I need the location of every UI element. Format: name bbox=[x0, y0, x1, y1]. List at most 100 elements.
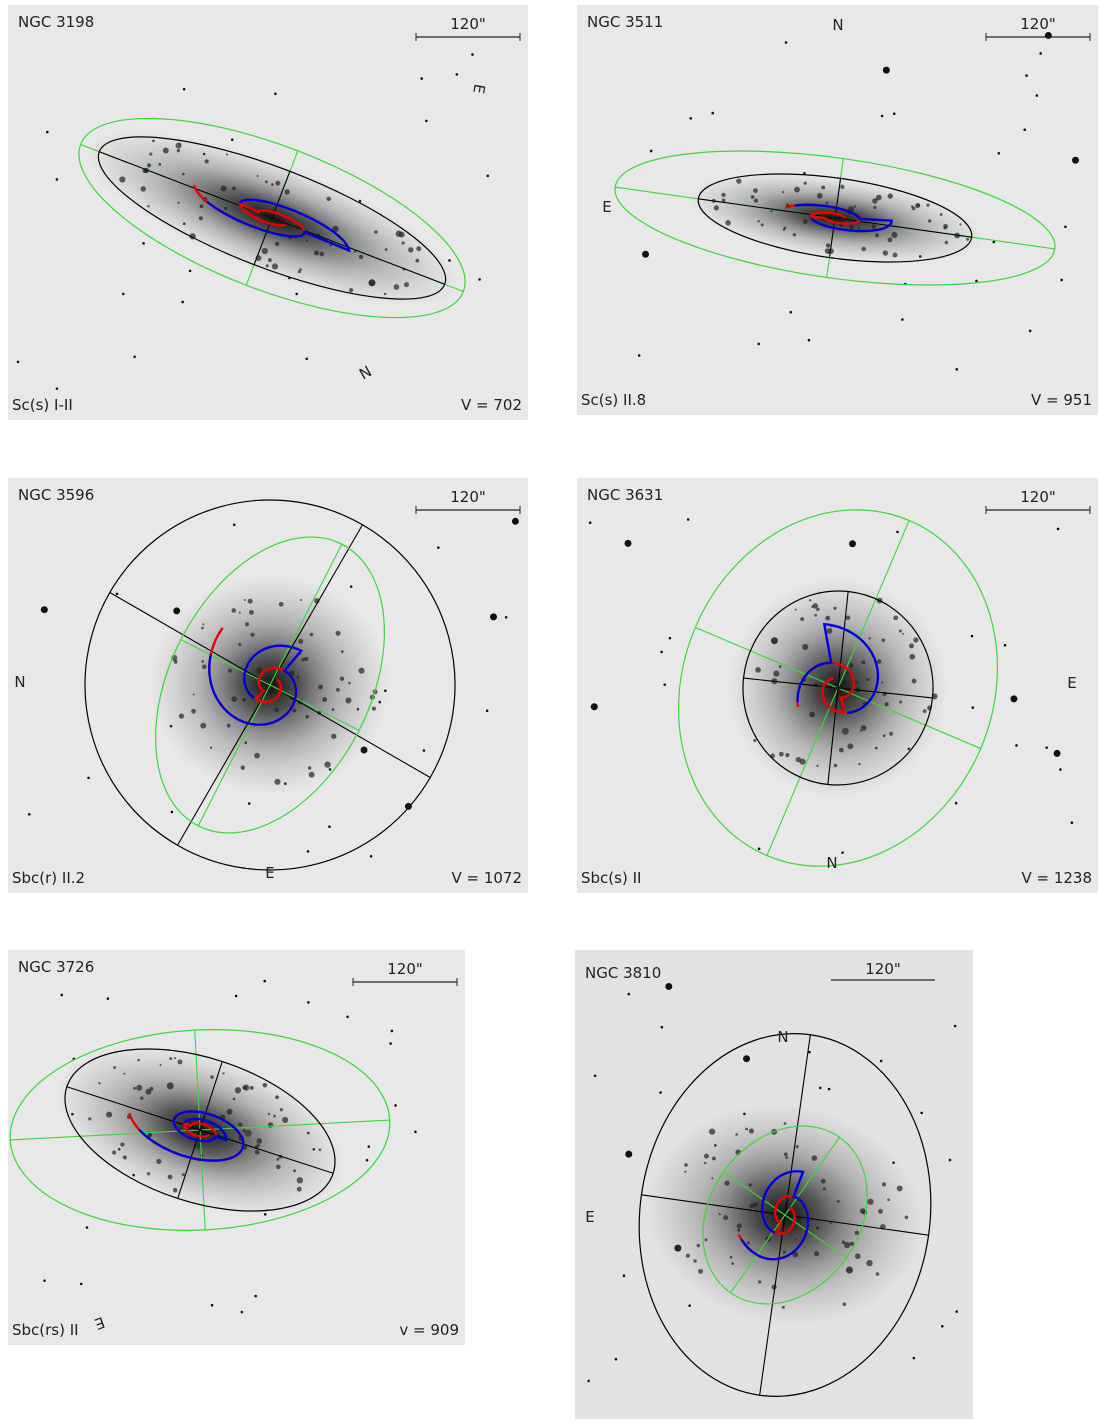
morphological-type: Sc(s) II.8 bbox=[581, 391, 646, 409]
hii-region bbox=[331, 734, 336, 739]
hii-region bbox=[147, 205, 150, 208]
hii-region bbox=[285, 189, 290, 194]
hii-region bbox=[202, 664, 207, 669]
hii-region bbox=[173, 1188, 178, 1193]
hii-region bbox=[704, 1162, 706, 1164]
hii-region bbox=[783, 228, 786, 231]
star bbox=[420, 77, 423, 80]
hii-region bbox=[228, 669, 232, 673]
hii-region bbox=[415, 259, 419, 263]
hii-region bbox=[866, 678, 869, 681]
star bbox=[414, 1130, 417, 1133]
hii-region bbox=[191, 709, 196, 714]
hii-region bbox=[899, 701, 902, 704]
hii-region bbox=[867, 1199, 873, 1205]
hii-region bbox=[686, 1254, 690, 1258]
star bbox=[142, 242, 145, 245]
hii-region bbox=[887, 238, 892, 243]
hii-region bbox=[882, 1182, 886, 1186]
hii-region bbox=[795, 609, 797, 611]
star bbox=[46, 131, 49, 134]
hii-region bbox=[169, 1057, 172, 1060]
star bbox=[998, 152, 1001, 155]
star bbox=[881, 115, 884, 118]
hii-region bbox=[120, 1142, 124, 1146]
compass-label: N bbox=[832, 16, 843, 34]
star bbox=[1045, 32, 1052, 39]
hii-region bbox=[147, 1172, 150, 1175]
star bbox=[43, 1279, 46, 1282]
star bbox=[233, 523, 236, 526]
star bbox=[56, 387, 59, 390]
hii-region bbox=[106, 1112, 112, 1118]
hii-region bbox=[238, 643, 241, 646]
hii-region bbox=[897, 1185, 903, 1191]
star bbox=[56, 178, 59, 181]
hii-region bbox=[782, 191, 784, 193]
star bbox=[955, 368, 958, 371]
hii-region bbox=[318, 685, 323, 690]
star bbox=[211, 1304, 214, 1307]
hii-region bbox=[812, 603, 818, 609]
hii-region bbox=[891, 232, 897, 238]
hii-region bbox=[783, 1251, 786, 1254]
hii-region bbox=[745, 1128, 748, 1131]
hii-region bbox=[753, 188, 758, 193]
galaxy-panel: NGC 3631120"Sbc(s) IIV = 1238EN bbox=[577, 460, 1098, 916]
hii-region bbox=[755, 667, 761, 673]
star bbox=[972, 706, 975, 709]
star bbox=[346, 1016, 349, 1019]
hii-region bbox=[349, 288, 353, 292]
hii-region bbox=[345, 697, 351, 703]
velocity: V = 951 bbox=[1031, 391, 1092, 409]
hii-region bbox=[268, 258, 272, 262]
hii-region bbox=[761, 223, 764, 226]
star bbox=[893, 112, 896, 115]
hii-region bbox=[814, 614, 817, 617]
hii-region bbox=[149, 152, 152, 155]
star bbox=[901, 318, 904, 321]
star bbox=[659, 1091, 662, 1094]
hii-region bbox=[913, 637, 918, 642]
hii-region bbox=[336, 631, 341, 636]
star bbox=[789, 311, 792, 314]
galaxy-panel: NGC 3810120"NE bbox=[575, 950, 973, 1419]
hii-region bbox=[98, 1082, 100, 1084]
hii-region bbox=[770, 210, 772, 212]
hii-region bbox=[876, 195, 882, 201]
velocity: V = 1238 bbox=[1021, 869, 1092, 887]
hii-region bbox=[817, 193, 823, 199]
star bbox=[660, 651, 663, 654]
velocity: V = 1072 bbox=[451, 869, 522, 887]
star bbox=[423, 749, 426, 752]
star bbox=[808, 1051, 811, 1054]
star bbox=[512, 518, 519, 525]
hii-region bbox=[272, 263, 278, 269]
hii-region bbox=[809, 712, 815, 718]
star bbox=[366, 1159, 369, 1162]
star bbox=[41, 606, 48, 613]
star bbox=[231, 138, 234, 141]
hii-region bbox=[697, 1244, 701, 1248]
hii-region bbox=[274, 779, 280, 785]
hii-region bbox=[266, 264, 269, 267]
hii-region bbox=[861, 660, 865, 664]
hii-region bbox=[823, 1187, 826, 1190]
star bbox=[689, 117, 692, 120]
star bbox=[615, 1358, 618, 1361]
star bbox=[1057, 528, 1060, 531]
hii-region bbox=[911, 205, 914, 208]
star bbox=[183, 88, 186, 91]
hii-region bbox=[704, 1238, 707, 1241]
star bbox=[883, 67, 890, 74]
hii-region bbox=[888, 193, 893, 198]
hii-region bbox=[814, 683, 818, 687]
hii-region bbox=[301, 658, 305, 662]
hii-region bbox=[854, 205, 856, 207]
hii-region bbox=[88, 1117, 91, 1120]
hii-region bbox=[779, 752, 784, 757]
hii-region bbox=[722, 198, 726, 202]
hii-region bbox=[889, 732, 893, 736]
galaxy-name: NGC 3511 bbox=[587, 13, 663, 31]
hii-region bbox=[163, 148, 169, 154]
